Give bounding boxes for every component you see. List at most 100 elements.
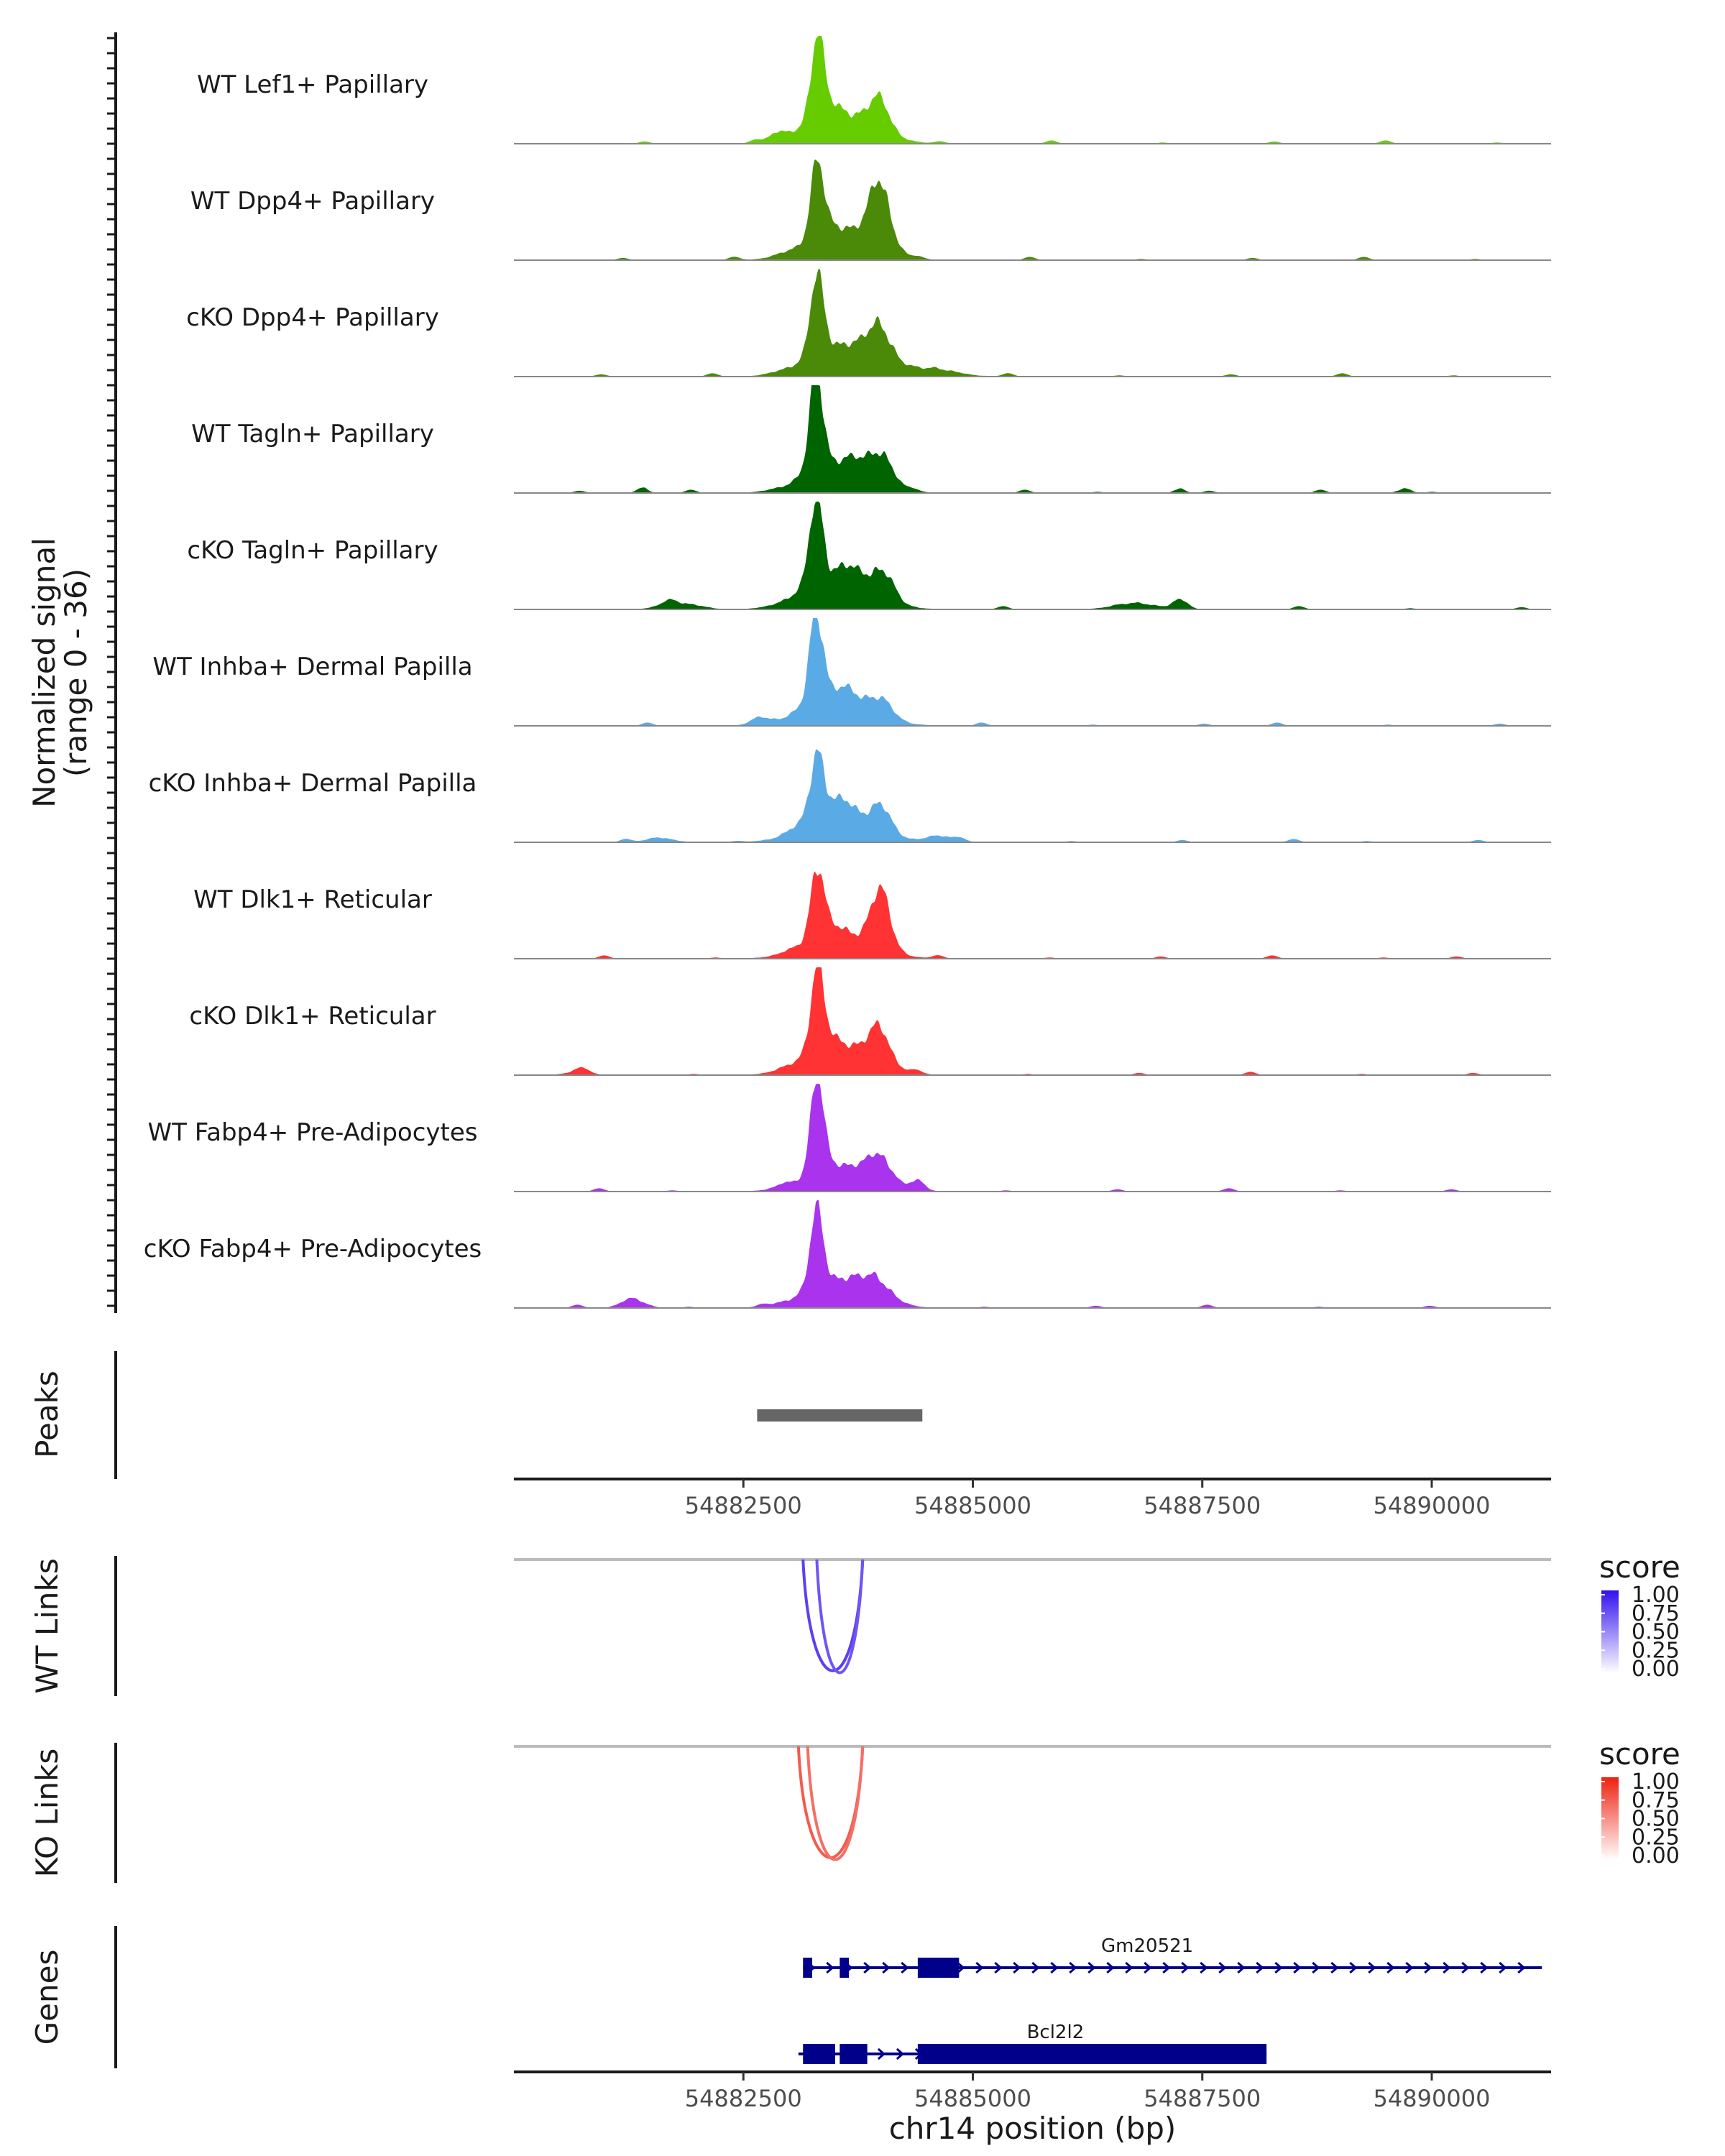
gene-strand-arrow [1443, 1961, 1451, 1974]
coverage-area [514, 502, 1551, 609]
coverage-area [514, 749, 1551, 842]
coverage-track-label: WT Inhba+ Dermal Papilla [152, 653, 472, 681]
coverage-track: WT Dpp4+ Papillary [190, 160, 1551, 261]
legend-label: 1.00 [1632, 1583, 1680, 1608]
gene-strand-arrow [826, 1961, 834, 1974]
peaks-track-label: Peaks [29, 1370, 65, 1458]
legend-label: 1.00 [1632, 1769, 1680, 1795]
gene-strand-arrow [1181, 1961, 1190, 1974]
x-axis-tick-label: 54885000 [914, 1492, 1031, 1519]
gene-name-label: Bcl2l2 [1027, 2022, 1085, 2043]
coverage-track-label: WT Dpp4+ Papillary [190, 187, 435, 216]
peak-region [757, 1409, 923, 1422]
legend-label: 0.25 [1632, 1825, 1680, 1850]
coverage-track-label: WT Tagln+ Papillary [191, 420, 434, 448]
gene-strand-arrow [1330, 1961, 1339, 1974]
gene-strand-arrow [1218, 1961, 1227, 1974]
gene-strand-arrow [1237, 1961, 1246, 1974]
gene-strand-arrow [1031, 1961, 1040, 1974]
x-axis-tick-label: 54885000 [914, 2085, 1031, 2112]
peaks-panel: Peaks 54882500 54885000 54887500 54890000 [29, 1351, 1551, 1519]
coverage-area [514, 36, 1551, 144]
coverage-track-label: cKO Dlk1+ Reticular [189, 1002, 436, 1031]
x-axis-tick-label: 54882500 [685, 2085, 802, 2112]
gene-strand-arrow [1349, 1961, 1358, 1974]
coverage-track: WT Lef1+ Papillary [197, 36, 1551, 144]
gene-strand-arrow [1368, 1961, 1376, 1974]
coverage-y-axis-title-line2: (range 0 - 36) [58, 568, 93, 777]
genes-panel: Genes Gm20521 Bcl2l2 54882500 54885000 548875… [29, 1926, 1551, 2146]
coverage-track-label: cKO Tagln+ Papillary [187, 536, 438, 565]
coverage-track: cKO Dpp4+ Papillary [186, 269, 1551, 377]
links-track-label: KO Links [29, 1749, 65, 1878]
gene-strand-arrow [1405, 1961, 1414, 1974]
coverage-track: cKO Tagln+ Papillary [187, 502, 1551, 610]
coverage-track: WT Inhba+ Dermal Papilla [152, 618, 1551, 727]
coverage-area [514, 1200, 1551, 1308]
gene-strand-arrow [1424, 1961, 1432, 1974]
legend-label: 0.50 [1632, 1620, 1680, 1645]
link-arc [801, 1559, 865, 1672]
gene-exon [840, 2044, 868, 2064]
coverage-track-label: WT Dlk1+ Reticular [193, 885, 432, 914]
coverage-y-axis-title-line1: Normalized signal [27, 538, 62, 808]
links-track-label: WT Links [29, 1558, 65, 1693]
coverage-track: cKO Fabp4+ Pre-Adipocytes [144, 1200, 1551, 1309]
gene-exon [917, 1958, 960, 1978]
coverage-area [514, 618, 1551, 726]
coverage-panel: Normalized signal(range 0 - 36) WT Lef1+ … [27, 32, 1551, 1313]
x-axis-tick-label: 54882500 [685, 1492, 802, 1519]
coverage-track-label: WT Fabp4+ Pre-Adipocytes [148, 1118, 478, 1147]
gene-exon [803, 1958, 813, 1978]
coverage-track: WT Fabp4+ Pre-Adipocytes [148, 1084, 1551, 1192]
x-axis-tick-label: 54890000 [1374, 1492, 1491, 1519]
gene-strand-arrow [882, 1961, 891, 1974]
gene-strand-arrow [1200, 1961, 1208, 1974]
gene-strand-arrow [1144, 1961, 1152, 1974]
gene-strand-arrow [1256, 1961, 1264, 1974]
coverage-track-label: cKO Dpp4+ Papillary [186, 303, 439, 332]
x-axis-title: chr14 position (bp) [889, 2111, 1177, 2146]
gene-model: Bcl2l2 [798, 2022, 1267, 2064]
legend-title: score [1599, 1549, 1680, 1585]
coverage-area [514, 385, 1551, 493]
gene-strand-arrow [957, 1961, 965, 1974]
legend-label: 0.00 [1632, 1657, 1680, 1682]
gene-strand-arrow [877, 2047, 886, 2060]
coverage-y-axis-title: Normalized signal(range 0 - 36) [27, 538, 93, 808]
gene-strand-arrow [1274, 1961, 1283, 1974]
legend-label: 0.50 [1632, 1807, 1680, 1832]
coverage-track: cKO Inhba+ Dermal Papilla [149, 749, 1551, 843]
gene-name-label: Gm20521 [1101, 1935, 1193, 1957]
genes-x-axis: 54882500 54885000 54887500 54890000 chr14 po… [514, 2070, 1551, 2146]
gene-exon [840, 1958, 850, 1978]
coverage-area [514, 269, 1551, 377]
legend-label: 0.75 [1632, 1601, 1680, 1626]
coverage-area [514, 871, 1551, 959]
gene-strand-arrow [1106, 1961, 1115, 1974]
genes-track-label: Genes [29, 1950, 65, 2045]
gene-strand-arrow [1125, 1961, 1133, 1974]
gene-strand-arrow [896, 2047, 905, 2060]
gene-strand-arrow [994, 1961, 1003, 1974]
coverage-area [514, 967, 1551, 1075]
gene-strand-arrow [1087, 1961, 1096, 1974]
gene-exon [917, 2044, 1267, 2064]
coverage-track-label: cKO Inhba+ Dermal Papilla [149, 769, 477, 798]
legend-label: 0.25 [1632, 1638, 1680, 1663]
link-arc [815, 1559, 865, 1674]
x-axis-tick-label: 54890000 [1374, 2085, 1491, 2112]
coverage-track-label: WT Lef1+ Papillary [197, 70, 428, 99]
gene-strand-arrow [1461, 1961, 1470, 1974]
gene-exon [803, 2044, 835, 2064]
coverage-area [514, 1084, 1551, 1192]
gene-strand-arrow [1312, 1961, 1320, 1974]
gene-strand-arrow [1386, 1961, 1395, 1974]
gene-strand-arrow [863, 1961, 872, 1974]
x-axis-tick-label: 54887500 [1144, 1492, 1261, 1519]
x-axis-tick-label: 54887500 [1144, 2085, 1261, 2112]
